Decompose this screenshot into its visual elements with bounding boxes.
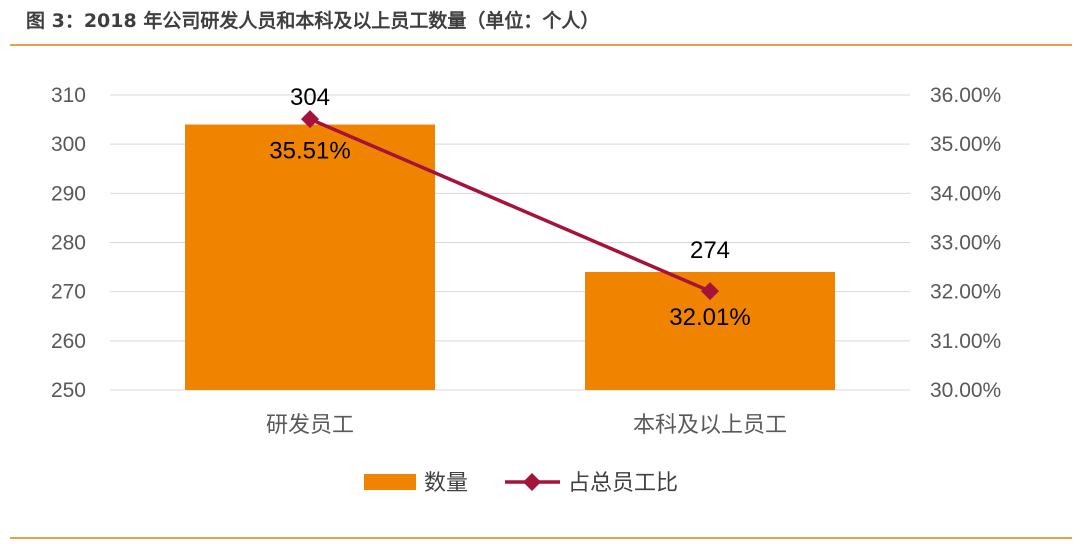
legend-label: 占总员工比 xyxy=(568,471,678,496)
left-axis-tick: 310 xyxy=(51,84,86,107)
right-axis-tick: 31.00% xyxy=(930,330,1001,353)
left-axis-tick: 290 xyxy=(51,182,86,205)
legend-label: 数量 xyxy=(424,471,468,496)
left-axis-tick: 280 xyxy=(51,232,86,255)
line-value-label: 32.01% xyxy=(669,304,750,331)
bar-value-label: 274 xyxy=(690,237,730,264)
data-labels: 304 274 35.51% 32.01% xyxy=(269,84,750,331)
right-axis-tick: 34.00% xyxy=(930,182,1001,205)
line-marker xyxy=(701,282,719,301)
series-line xyxy=(309,117,711,293)
category-label: 本科及以上员工 xyxy=(633,413,787,438)
bar xyxy=(185,124,435,390)
top-divider xyxy=(10,44,1072,46)
left-axis-tick: 250 xyxy=(51,379,86,402)
legend-marker xyxy=(523,473,541,491)
left-axis-tick: 300 xyxy=(51,133,86,156)
right-axis-tick: 35.00% xyxy=(930,133,1001,156)
legend: 数量 占总员工比 xyxy=(364,471,678,496)
line-marker xyxy=(301,110,319,129)
category-label: 研发员工 xyxy=(266,413,354,438)
right-axis-tick: 33.00% xyxy=(930,232,1001,255)
bar-value-label: 304 xyxy=(290,84,330,111)
left-axis-tick: 270 xyxy=(51,281,86,304)
chart-title: 图 3：2018 年公司研发人员和本科及以上员工数量（单位：个人） xyxy=(26,10,600,32)
right-axis-tick: 36.00% xyxy=(930,84,1001,107)
category-labels: 研发员工 本科及以上员工 xyxy=(266,413,787,438)
bottom-divider xyxy=(10,537,1072,539)
legend-swatch-bar xyxy=(364,474,416,490)
right-axis-tick: 30.00% xyxy=(930,379,1001,402)
line-series xyxy=(301,110,719,301)
right-axis-tick: 32.00% xyxy=(930,281,1001,304)
left-axis-tick: 260 xyxy=(51,330,86,353)
line-value-label: 35.51% xyxy=(269,138,350,165)
left-axis-ticks: 250 260 270 280 290 300 310 xyxy=(51,84,86,402)
right-axis-ticks: 30.00% 31.00% 32.00% 33.00% 34.00% 35.00% 36.0… xyxy=(930,84,1001,402)
